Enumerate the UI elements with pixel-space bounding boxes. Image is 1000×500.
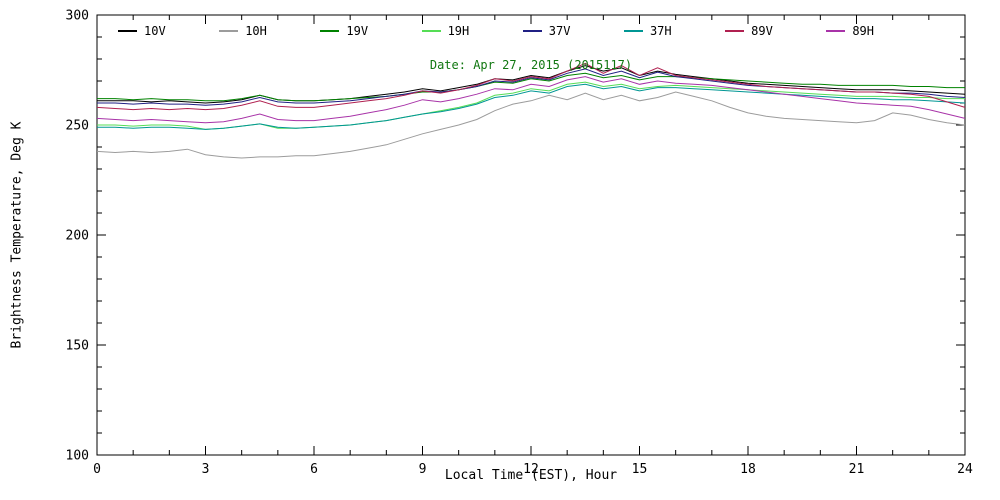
legend-label-37H: 37H [649,24,672,38]
x-tick-label: 3 [202,462,210,477]
series-line-37V [97,68,966,106]
legend-label-10V: 10V [144,24,166,38]
y-tick-label: 250 [66,119,89,134]
x-axis-label: Local Time (EST), Hour [444,468,618,483]
x-tick-label: 15 [632,462,648,477]
legend-item-10H: 10H [219,24,267,38]
legend-swatch-37H [623,30,643,32]
plot-frame [96,14,966,456]
y-tick-label: 200 [66,229,89,244]
legend-swatch-10H [219,30,239,32]
y-tick-label: 150 [66,339,89,354]
series-line-19V [97,72,965,102]
legend-item-37V: 37V [522,24,571,38]
series-line-10V [97,65,966,104]
x-tick-label: 12 [523,462,539,477]
legend-item-10V: 10V [118,24,166,38]
chart-date-annotation: Date: Apr 27, 2015 (2015117) [429,58,633,72]
y-tick-label: 100 [66,449,89,464]
legend-item-89V: 89V [725,24,773,38]
x-tick-label: 18 [740,462,756,477]
x-tick-label: 9 [419,462,427,477]
legend-label-89V: 89V [751,24,773,38]
legend-label-10H: 10H [245,24,267,38]
legend: 10V 10H 19V 19H 37V 37H 89V 89H [118,24,874,38]
y-axis-label: Brightness Temperature, Deg K [9,121,25,349]
legend-label-19H: 19H [447,24,470,38]
legend-label-89H: 89H [852,24,874,38]
legend-item-37H: 37H [623,24,672,38]
x-tick-label: 24 [957,462,973,477]
legend-label-37V: 37V [548,24,571,38]
legend-item-19H: 19H [421,24,470,38]
legend-swatch-37V [522,30,542,32]
series-line-19H [97,81,965,130]
series-line-89V [96,62,966,111]
legend-item-89H: 89H [826,24,874,38]
legend-swatch-89V [725,30,745,32]
legend-item-19V: 19V [320,24,368,38]
legend-swatch-89H [826,30,846,32]
x-tick-label: 0 [93,462,101,477]
x-tick-label: 6 [310,462,318,477]
legend-swatch-10V [118,30,137,32]
series-line-10H [96,91,966,159]
legend-swatch-19V [320,30,340,32]
series-line-37H [97,83,966,130]
y-tick-label: 300 [66,9,89,24]
x-tick-label: 21 [849,462,865,477]
series-line-89H [96,76,966,124]
legend-swatch-19H [421,30,441,32]
legend-label-19V: 19V [346,24,369,38]
